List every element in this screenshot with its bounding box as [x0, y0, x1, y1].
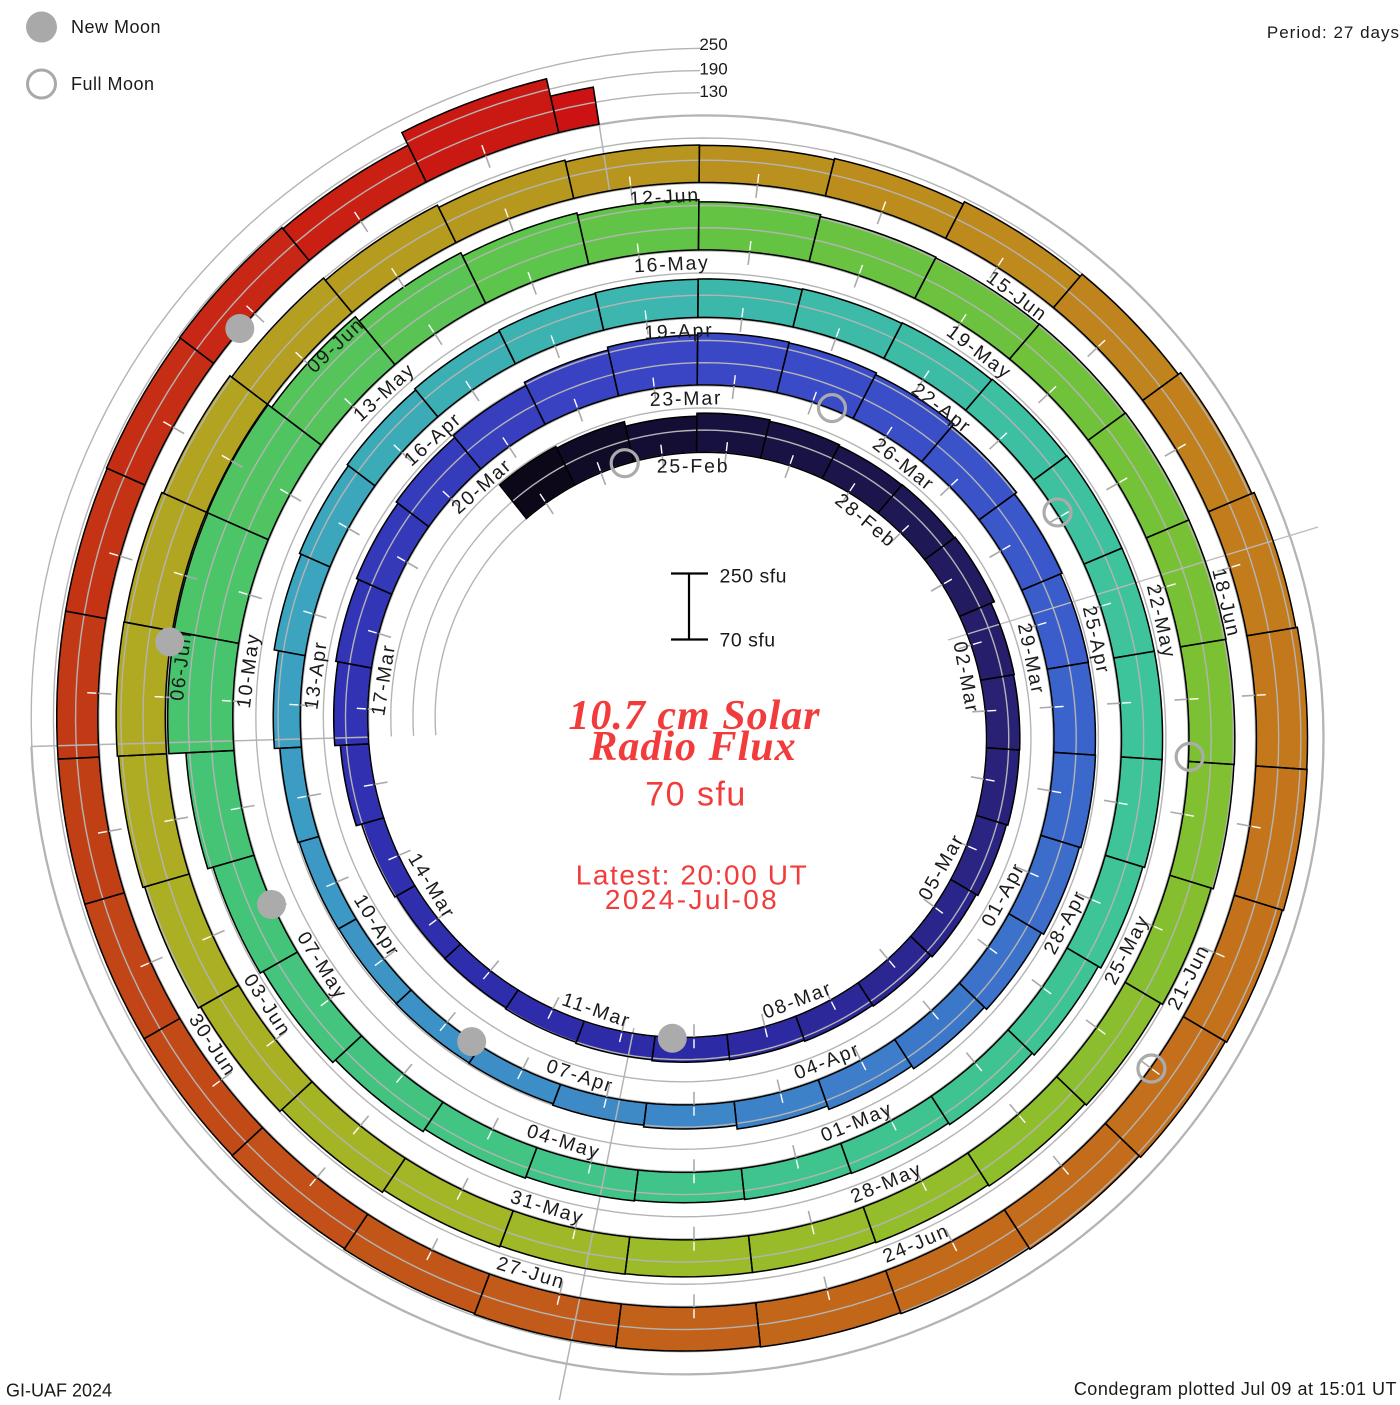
svg-text:19-Apr: 19-Apr: [644, 319, 714, 344]
svg-text:16-May: 16-May: [633, 252, 710, 278]
svg-text:Radio Flux: Radio Flux: [588, 724, 796, 770]
svg-text:Period: 27 days: Period: 27 days: [1267, 23, 1400, 42]
svg-text:GI-UAF 2024: GI-UAF 2024: [6, 1381, 112, 1401]
svg-text:250 sfu: 250 sfu: [720, 566, 787, 588]
svg-text:Full Moon: Full Moon: [71, 74, 155, 94]
svg-text:70 sfu: 70 sfu: [645, 776, 747, 814]
svg-text:250: 250: [699, 35, 727, 54]
svg-text:70 sfu: 70 sfu: [720, 630, 776, 652]
svg-text:2024-Jul-08: 2024-Jul-08: [605, 884, 779, 915]
svg-text:10.7 cm Solar: 10.7 cm Solar: [568, 693, 820, 739]
svg-text:12-Jun: 12-Jun: [629, 184, 701, 210]
svg-text:Condegram plotted Jul 09 at 15: Condegram plotted Jul 09 at 15:01 UT: [1074, 1379, 1397, 1399]
svg-text:23-Mar: 23-Mar: [649, 387, 722, 411]
svg-text:Latest: 20:00 UT: Latest: 20:00 UT: [576, 860, 809, 891]
svg-text:25-Feb: 25-Feb: [657, 455, 730, 477]
svg-text:New Moon: New Moon: [71, 17, 161, 37]
svg-text:130: 130: [699, 82, 727, 101]
svg-text:190: 190: [699, 60, 727, 79]
